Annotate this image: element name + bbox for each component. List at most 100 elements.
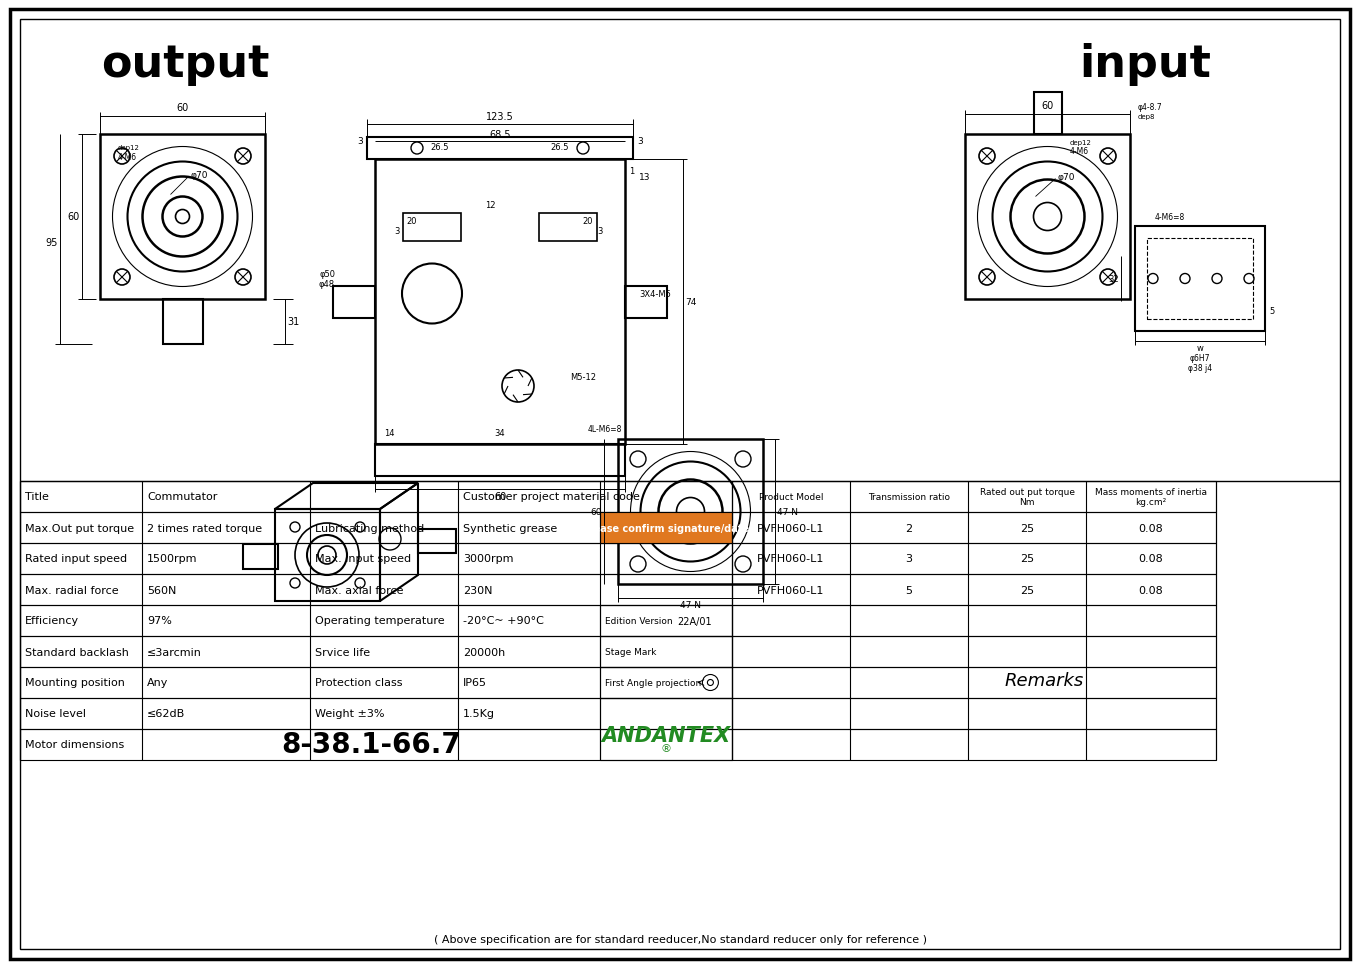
Bar: [539, 214, 597, 241]
Text: Max. input speed: Max. input speed: [316, 554, 411, 564]
Text: 60: 60: [494, 491, 506, 502]
Text: 3: 3: [636, 138, 643, 146]
Bar: [20, 544, 732, 575]
Text: φ50: φ50: [320, 269, 335, 279]
Text: ≤3arcmin: ≤3arcmin: [147, 647, 201, 657]
Bar: [732, 544, 1216, 575]
Text: output: output: [101, 44, 269, 86]
Text: 3: 3: [597, 228, 602, 236]
Bar: [732, 482, 1216, 513]
Bar: [101, 135, 265, 299]
Text: 230N: 230N: [462, 585, 492, 595]
Text: Rated input speed: Rated input speed: [24, 554, 126, 564]
Text: 3: 3: [358, 138, 363, 146]
Text: 13: 13: [639, 173, 650, 182]
Text: Commutator: Commutator: [147, 492, 218, 502]
Text: 1500rpm: 1500rpm: [147, 554, 197, 564]
Bar: [1136, 227, 1265, 331]
Bar: [600, 637, 732, 668]
Text: Synthetic grease: Synthetic grease: [462, 523, 558, 533]
Bar: [732, 606, 1216, 637]
Text: Standard backlash: Standard backlash: [24, 647, 129, 657]
Text: M5-12: M5-12: [570, 373, 596, 382]
Bar: [367, 138, 632, 160]
Text: φ38 j4: φ38 j4: [1187, 363, 1212, 373]
Text: First Angle projection: First Angle projection: [605, 678, 702, 687]
Bar: [20, 513, 732, 544]
Text: 60: 60: [177, 103, 189, 112]
Text: IP65: IP65: [462, 677, 487, 688]
Text: Customer project material code: Customer project material code: [462, 492, 639, 502]
Text: Transmission ratio: Transmission ratio: [868, 492, 951, 502]
Bar: [732, 668, 1216, 699]
Bar: [732, 637, 1216, 668]
Text: Title: Title: [24, 492, 49, 502]
Bar: [1146, 238, 1253, 320]
Text: ≤62dB: ≤62dB: [147, 708, 185, 719]
Text: 4-M6: 4-M6: [118, 152, 137, 161]
Text: 4-M6=8: 4-M6=8: [1155, 212, 1186, 221]
Text: 47 N: 47 N: [777, 508, 798, 516]
Text: dep8: dep8: [1138, 114, 1156, 120]
Text: Mounting position: Mounting position: [24, 677, 125, 688]
Text: φ70: φ70: [1058, 172, 1074, 182]
Bar: [966, 135, 1130, 299]
Bar: [732, 575, 1216, 606]
Bar: [617, 440, 763, 584]
Text: dep12: dep12: [1070, 140, 1092, 146]
Text: 20: 20: [407, 217, 418, 227]
Text: 8-38.1-66.7: 8-38.1-66.7: [282, 731, 461, 759]
Text: 560N: 560N: [147, 585, 177, 595]
Text: 32: 32: [1108, 275, 1119, 284]
Bar: [333, 286, 375, 318]
Bar: [600, 699, 732, 761]
Bar: [600, 513, 732, 544]
Text: Noise level: Noise level: [24, 708, 86, 719]
Text: 3000rpm: 3000rpm: [462, 554, 514, 564]
Text: input: input: [1078, 44, 1210, 86]
Bar: [732, 513, 1216, 544]
Text: dep12: dep12: [118, 144, 140, 151]
Text: 3X4-M5: 3X4-M5: [639, 290, 670, 298]
Text: 34: 34: [495, 428, 506, 437]
Bar: [403, 214, 461, 241]
Text: φ4-8.7: φ4-8.7: [1138, 103, 1163, 111]
Text: 25: 25: [1020, 523, 1034, 533]
Bar: [20, 482, 732, 513]
Bar: [600, 668, 732, 699]
Bar: [418, 529, 456, 553]
Text: Product Model: Product Model: [759, 492, 823, 502]
Text: 60: 60: [590, 508, 602, 516]
Bar: [20, 606, 732, 637]
Text: Remarks: Remarks: [1005, 672, 1084, 689]
Text: 14: 14: [384, 428, 394, 437]
Bar: [20, 575, 732, 606]
Text: 4-M6: 4-M6: [1070, 146, 1089, 155]
Text: Lubricating method: Lubricating method: [316, 523, 424, 533]
Text: 22A/01: 22A/01: [677, 616, 713, 626]
Text: 47 N: 47 N: [680, 601, 700, 610]
Text: Edition Version: Edition Version: [605, 616, 673, 625]
Bar: [20, 637, 732, 668]
Bar: [162, 299, 203, 345]
Text: 12: 12: [484, 201, 495, 209]
Text: 25: 25: [1020, 554, 1034, 564]
Text: 97%: 97%: [147, 616, 171, 626]
Text: ANDANTEX: ANDANTEX: [601, 726, 730, 746]
Bar: [1034, 93, 1062, 135]
Text: PVFH060-L1: PVFH060-L1: [758, 554, 824, 564]
Bar: [600, 606, 732, 637]
Text: PVFH060-L1: PVFH060-L1: [758, 523, 824, 533]
Text: Motor dimensions: Motor dimensions: [24, 739, 124, 750]
Text: 68.5: 68.5: [490, 130, 511, 140]
Text: 25: 25: [1020, 585, 1034, 595]
Text: w: w: [1197, 344, 1204, 353]
Text: ( Above specification are for standard reeducer,No standard reducer only for ref: ( Above specification are for standard r…: [434, 934, 926, 944]
Text: Protection class: Protection class: [316, 677, 403, 688]
Bar: [732, 730, 1216, 761]
Bar: [732, 699, 1216, 730]
Text: φ48: φ48: [318, 280, 335, 289]
Text: 1: 1: [630, 168, 634, 176]
Text: 60: 60: [68, 212, 80, 222]
Text: Efficiency: Efficiency: [24, 616, 79, 626]
